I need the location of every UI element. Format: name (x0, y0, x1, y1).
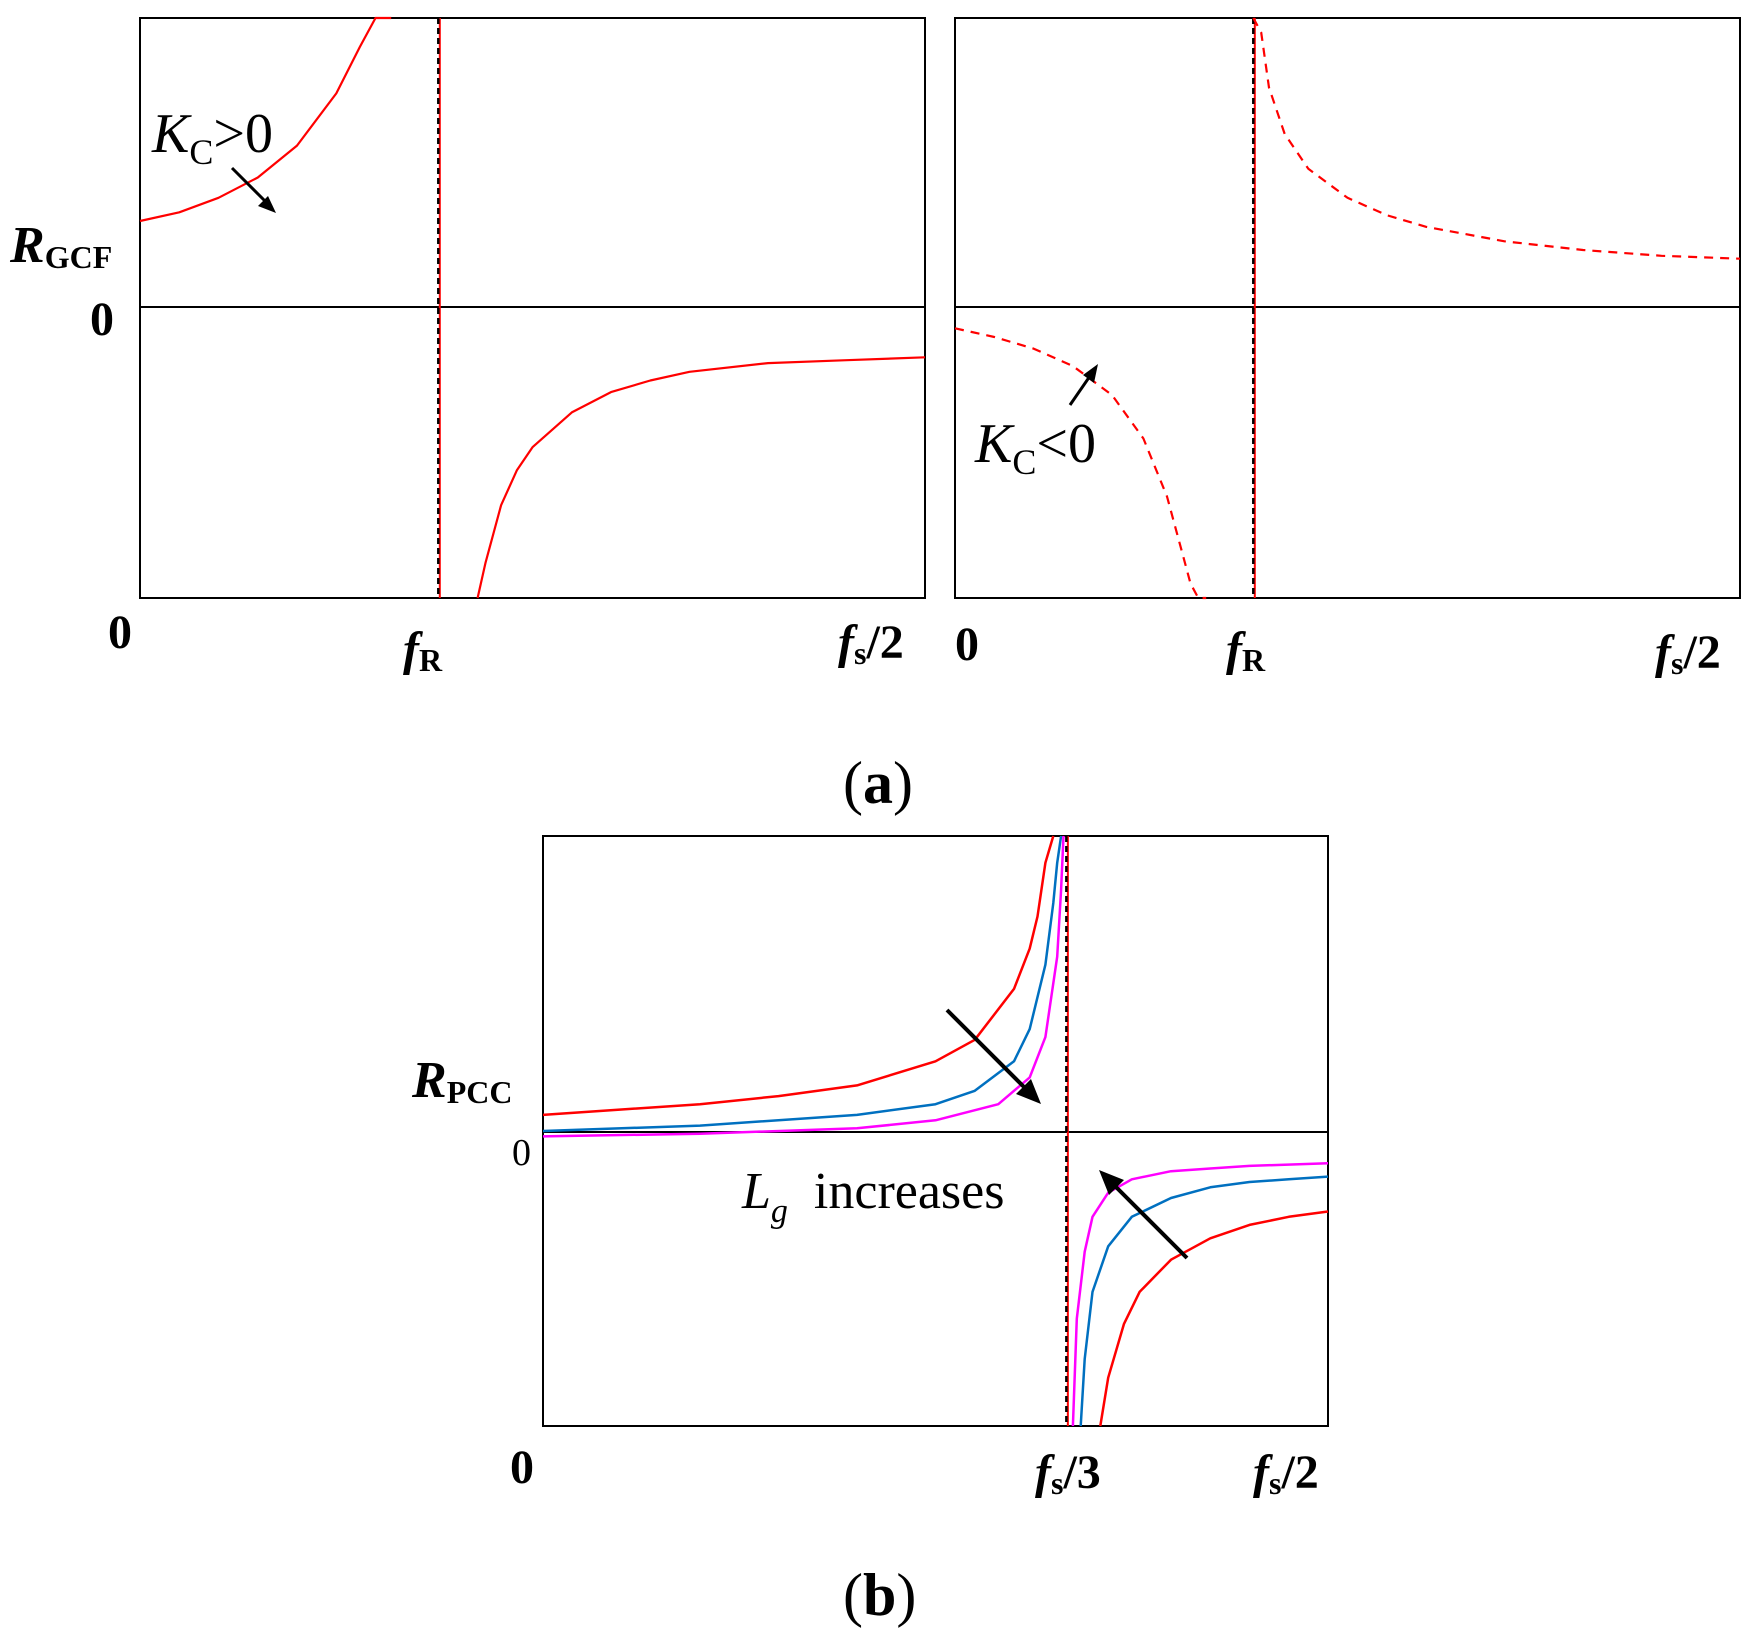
panel-b-caption-open: ( (843, 1562, 863, 1628)
panel-b-ylabel-main: R (411, 1052, 447, 1109)
panel-a-right-annotation: KC<0 (974, 413, 1096, 482)
panel-a-ylabel-main: R (9, 217, 45, 274)
panel-a-right-annotation-arrow (1068, 364, 1098, 406)
panel-b-xtick-fs2-after: /2 (1280, 1446, 1318, 1499)
panel-a-right-annotation-symbol: K (974, 413, 1015, 475)
panel-a-right-xtick-fs2-main: f (1655, 626, 1675, 679)
series-a-right-red-0 (954, 327, 1207, 600)
panel-b-xtick-fs2: fs/2 (1253, 1446, 1319, 1501)
panel-b-xtick-fs3-main: f (1035, 1446, 1055, 1499)
panel-b-caption: (b) (843, 1562, 916, 1628)
series-a-left-red-0 (139, 16, 392, 223)
panel-a-caption-close: ) (893, 750, 913, 816)
panel-a-caption: (a) (843, 750, 913, 816)
panel-a-right-xtick-fs2-sub: s (1671, 645, 1683, 681)
panel-b-arrow-up (1099, 1170, 1189, 1260)
panel-a-right-xtick-fR-main: f (1226, 623, 1246, 676)
panel-a-left-xtick-fR-sub: R (419, 642, 443, 678)
panel-a-right-xtick-fR-sub: R (1242, 642, 1266, 678)
series-b-red-1 (1099, 1210, 1329, 1427)
panel-b-annotation-symbol: L (741, 1163, 771, 1220)
panel-a-left-xtick-fs2-after: /2 (865, 616, 903, 669)
panel-b-xtick-fs3-after: /3 (1062, 1446, 1100, 1499)
panel-a-left-xtick-fs2-sub: s (854, 635, 866, 671)
panel-b-caption-close: ) (896, 1562, 916, 1628)
panel-a-right-plot (954, 17, 1741, 600)
series-b-magenta-4 (542, 835, 1065, 1138)
panel-a-right-xtick-fs2: fs/2 (1655, 626, 1721, 681)
panel-b-ylabel: RPCC (411, 1052, 512, 1110)
panel-a-caption-open: ( (843, 750, 863, 816)
panel-a-right-series-group (954, 17, 1741, 600)
panel-b-xtick-fs3: fs/3 (1035, 1446, 1101, 1501)
panel-b-xtick-fs2-sub: s (1269, 1465, 1281, 1501)
panel-b-plot (542, 835, 1329, 1427)
panel-a-right-resonance-line (1252, 18, 1256, 598)
panel-b-ylabel-sub: PCC (447, 1074, 513, 1110)
panel-a-left-annotation: KC>0 (151, 103, 273, 172)
panel-a-left-plot (139, 16, 926, 599)
panel-b-xtick-0: 0 (510, 1441, 534, 1494)
panel-a-left-xtick-fR-main: f (403, 623, 423, 676)
panel-a-right-xtick-0: 0 (955, 618, 979, 671)
panel-b-resonance-line (1065, 836, 1069, 1426)
series-a-right-red-1 (1252, 17, 1741, 260)
panel-a-right-xtick-fR: fR (1226, 623, 1266, 678)
panel-b-annotation-rel: increases (814, 1163, 1005, 1220)
panel-a-left-xtick-0: 0 (108, 606, 132, 659)
series-b-blue-3 (1079, 1175, 1329, 1427)
panel-a-left-xtick-fs2: fs/2 (838, 616, 904, 671)
series-a-left-red-1 (476, 356, 926, 599)
panel-a-zero-label: 0 (90, 293, 114, 346)
panel-a-left-annotation-sub: C (189, 132, 213, 172)
panel-a-left-annotation-rel: >0 (213, 103, 273, 165)
panel-b-annotation-sub: g (771, 1193, 788, 1230)
panel-b-arrow-down (945, 1008, 1041, 1104)
series-b-red-0 (542, 835, 1055, 1117)
panel-b-annotation: Lg increases (741, 1163, 1004, 1230)
panel-a-left-resonance-line (437, 18, 441, 598)
panel-a-left-series-group (139, 16, 926, 599)
panel-a-right-xtick-fs2-after: /2 (1682, 626, 1720, 679)
panel-a-left-annotation-arrow (230, 166, 276, 213)
series-b-magenta-5 (1071, 1161, 1329, 1427)
panel-a-left-annotation-symbol: K (151, 103, 192, 165)
panel-b-xtick-fs2-main: f (1253, 1446, 1273, 1499)
panel-a-caption-letter: a (863, 750, 893, 816)
panel-b-caption-letter: b (863, 1562, 896, 1628)
panel-a-right-annotation-rel: <0 (1036, 413, 1096, 475)
panel-a-ylabel: RGCF (9, 217, 112, 275)
panel-a-left-xtick-fs2-main: f (838, 616, 858, 669)
panel-b-zero-label: 0 (512, 1132, 531, 1174)
series-b-blue-2 (542, 835, 1063, 1133)
panel-a-ylabel-sub: GCF (45, 239, 113, 275)
panel-a-right-annotation-sub: C (1012, 442, 1036, 482)
panel-b-series-group (542, 835, 1329, 1427)
panel-b-xtick-fs3-sub: s (1051, 1465, 1063, 1501)
panel-a-left-xtick-fR: fR (403, 623, 443, 678)
